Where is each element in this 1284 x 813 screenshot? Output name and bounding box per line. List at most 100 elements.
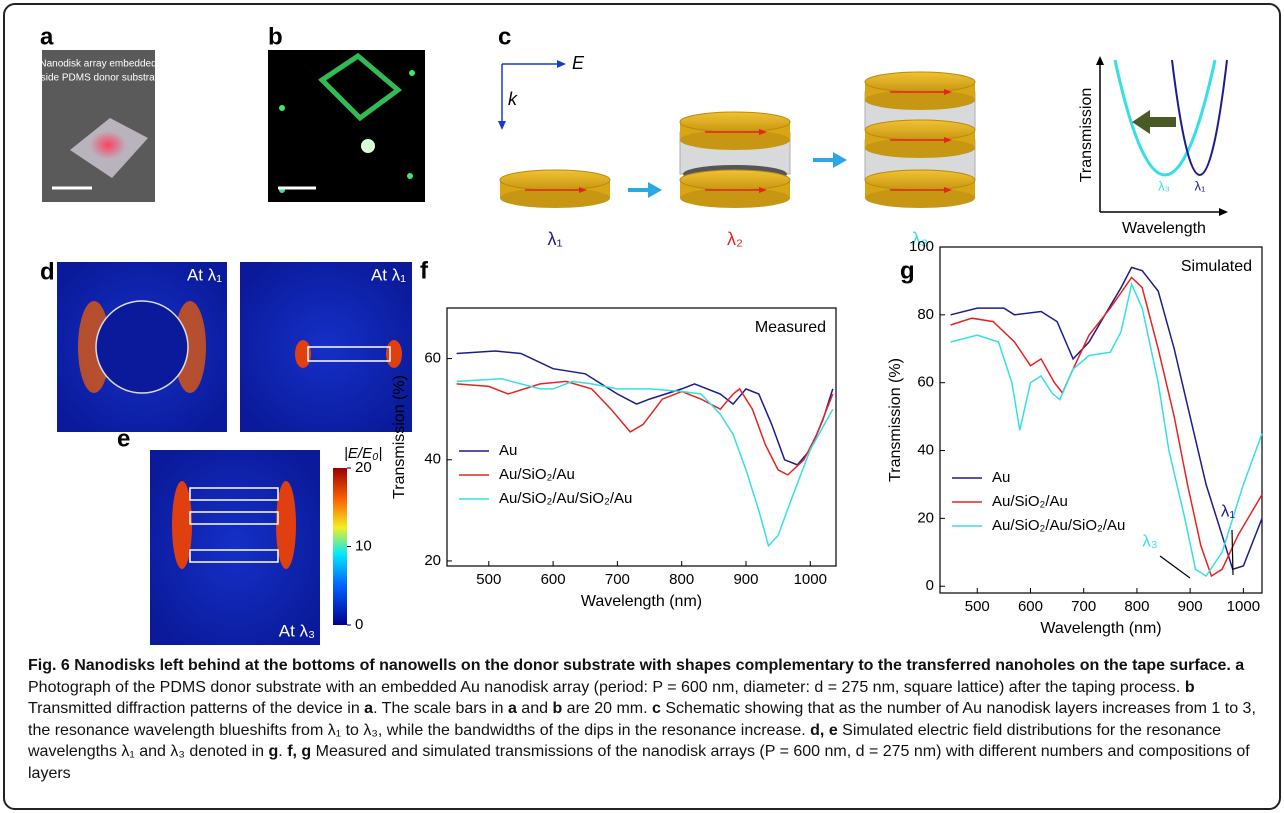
legend-label: Au (499, 442, 517, 459)
legend-label: Au (992, 469, 1010, 486)
panel-label: f (420, 257, 429, 284)
arrowhead (498, 121, 506, 130)
x-tick-label: 700 (1071, 598, 1096, 615)
photo-caption: inside PDMS donor substrate (33, 73, 164, 84)
caption-text: f, g (283, 743, 311, 760)
y-tick-label: 20 (424, 552, 441, 569)
x-axis-label: Wavelength (nm) (1040, 620, 1161, 637)
annotation-arrow (1160, 556, 1190, 578)
caption-text: Transmitted diffraction patterns of the … (28, 700, 360, 717)
legend-label: Au/SiO₂/Au (499, 466, 575, 483)
caption-text: a (504, 700, 517, 717)
note: At λ₁ (371, 265, 406, 284)
schematic (500, 72, 975, 208)
disk-top (680, 112, 790, 132)
caption-text: Fig. 6 Nanodisks left behind at the bott… (28, 657, 1231, 674)
arrowhead (1096, 56, 1104, 65)
y-tick-label: 20 (917, 509, 934, 526)
sample-glow (90, 131, 126, 159)
figure: a Nanodisk array embedded inside PDMS do… (0, 0, 1284, 650)
x-tick-label: 700 (605, 571, 630, 588)
photo-caption: Nanodisk array embedded (39, 59, 156, 70)
disk-bottom (680, 188, 790, 208)
series-line (457, 381, 833, 475)
y-axis-label: Transmission (%) (887, 358, 904, 482)
x-tick-label: 1000 (1227, 598, 1260, 615)
page: a Nanodisk array embedded inside PDMS do… (0, 0, 1284, 813)
y-axis-label: Transmission (%) (391, 375, 408, 499)
shift-arrow (1132, 110, 1176, 134)
caption-text: a (1231, 657, 1244, 674)
k-label: k (508, 89, 518, 109)
hotspot (276, 481, 296, 569)
spot (409, 70, 415, 76)
x-axis-label: Wavelength (nm) (581, 593, 702, 610)
caption-text: c (648, 700, 661, 717)
panel-label: b (268, 23, 283, 50)
e-label: E (572, 53, 585, 73)
y-tick-label: 60 (917, 374, 934, 391)
legend-label: Au/SiO₂/Au (992, 493, 1068, 510)
annotation: λ₃ (1142, 531, 1157, 550)
inset-ylabel: Transmission (1078, 88, 1095, 183)
x-tick-label: 800 (1124, 598, 1149, 615)
y-tick-label: 40 (424, 451, 441, 468)
x-tick-label: 600 (1018, 598, 1043, 615)
x-tick-label: 500 (476, 571, 501, 588)
arrowhead (833, 152, 847, 168)
panel-label: g (900, 257, 915, 284)
arrowhead (1219, 208, 1228, 216)
colorbar-tick-label: 20 (355, 459, 372, 476)
hotspot (172, 481, 192, 569)
disk-bottom (865, 138, 975, 158)
disk-bottom (500, 188, 610, 208)
hotspot (386, 340, 402, 368)
disk-bottom (865, 188, 975, 208)
x-tick-label: 900 (733, 571, 758, 588)
panel-label: c (498, 23, 511, 50)
photo (268, 50, 425, 202)
inset-lambda: λ₁ (1195, 178, 1207, 193)
x-tick-label: 500 (965, 598, 990, 615)
disk-top (865, 120, 975, 140)
caption-text: d, e (806, 722, 838, 739)
disk-top (680, 170, 790, 190)
arrowhead (557, 60, 566, 68)
spot (361, 139, 375, 153)
x-tick-label: 900 (1178, 598, 1203, 615)
arrowhead (648, 182, 662, 198)
x-tick-label: 600 (541, 571, 566, 588)
x-tick-label: 800 (669, 571, 694, 588)
y-tick-label: 40 (917, 441, 934, 458)
caption-text: g (264, 743, 278, 760)
inset-lambda: λ₃ (1158, 178, 1170, 193)
lambda: λ₁ (547, 229, 562, 249)
spot (279, 105, 285, 111)
disk-top (500, 170, 610, 190)
y-tick-label: 0 (926, 577, 934, 594)
x-tick-label: 1000 (794, 571, 827, 588)
y-tick-label: 80 (917, 306, 934, 323)
caption-text: b (548, 700, 562, 717)
legend-label: Au/SiO₂/Au/SiO₂/Au (992, 517, 1125, 534)
caption-text: and (517, 700, 548, 717)
note: At λ₃ (279, 621, 315, 640)
annotation: Simulated (1181, 258, 1252, 275)
disk-bottom (680, 130, 790, 150)
panel-label: d (40, 258, 55, 285)
plot-frame (940, 247, 1262, 593)
caption-text: are 20 mm. (562, 700, 647, 717)
y-tick-label: 100 (909, 238, 934, 255)
annotation: λ₁ (1221, 501, 1236, 520)
series-line (457, 379, 833, 546)
disk-outline (96, 301, 188, 393)
caption: Fig. 6 Nanodisks left behind at the bott… (28, 655, 1256, 784)
plot-frame (447, 308, 836, 566)
annotation: Measured (755, 319, 826, 336)
inset-xlabel: Wavelength (1122, 220, 1206, 237)
caption-text: . The scale bars in (373, 700, 503, 717)
y-tick-label: 60 (424, 350, 441, 367)
legend-label: Au/SiO₂/Au/SiO₂/Au (499, 490, 632, 507)
